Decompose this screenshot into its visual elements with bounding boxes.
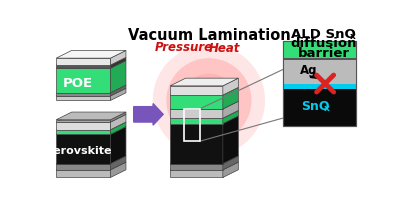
Polygon shape [170, 86, 223, 95]
Polygon shape [223, 111, 238, 124]
Text: Pressure: Pressure [155, 41, 213, 54]
Polygon shape [170, 162, 238, 170]
Text: Heat: Heat [209, 42, 240, 55]
Polygon shape [170, 124, 223, 164]
Polygon shape [170, 170, 223, 178]
Polygon shape [56, 162, 126, 170]
Polygon shape [56, 164, 110, 170]
Polygon shape [56, 60, 126, 68]
Ellipse shape [166, 58, 252, 143]
Bar [282, 41, 356, 126]
Polygon shape [110, 122, 126, 134]
Bar [282, 58, 356, 60]
Text: Ag: Ag [300, 64, 317, 77]
Polygon shape [110, 85, 126, 96]
Polygon shape [223, 116, 238, 164]
Bar [184, 109, 200, 141]
Polygon shape [170, 116, 238, 124]
Polygon shape [170, 111, 238, 118]
Polygon shape [56, 51, 126, 58]
Polygon shape [110, 127, 126, 164]
Polygon shape [110, 51, 126, 65]
Polygon shape [223, 88, 238, 109]
Bar [282, 60, 356, 84]
Bar [282, 41, 356, 126]
Bar [282, 89, 356, 126]
Polygon shape [110, 88, 126, 100]
Text: SnO: SnO [301, 100, 330, 113]
Polygon shape [56, 58, 110, 65]
Polygon shape [56, 114, 126, 122]
Bar [282, 41, 356, 58]
Polygon shape [56, 122, 110, 130]
Polygon shape [56, 85, 126, 93]
Polygon shape [170, 109, 223, 118]
Polygon shape [56, 156, 126, 164]
Polygon shape [56, 93, 110, 96]
Polygon shape [170, 101, 238, 109]
Text: diffusion: diffusion [290, 37, 357, 50]
Polygon shape [223, 162, 238, 178]
Polygon shape [110, 114, 126, 130]
Polygon shape [110, 57, 126, 68]
Polygon shape [56, 120, 110, 122]
Polygon shape [110, 112, 126, 122]
Polygon shape [170, 156, 238, 164]
Polygon shape [170, 88, 238, 95]
Text: Perovskite: Perovskite [45, 146, 111, 155]
Polygon shape [56, 57, 126, 65]
Text: Vacuum Lamination: Vacuum Lamination [128, 28, 290, 43]
Polygon shape [170, 164, 223, 170]
Polygon shape [110, 156, 126, 170]
Polygon shape [56, 96, 110, 100]
Polygon shape [56, 134, 110, 164]
Text: x: x [349, 32, 355, 41]
Polygon shape [223, 156, 238, 170]
Polygon shape [56, 68, 110, 93]
Polygon shape [56, 130, 110, 134]
Polygon shape [56, 65, 110, 68]
Text: POE: POE [63, 77, 93, 90]
Polygon shape [170, 95, 223, 109]
Polygon shape [110, 60, 126, 93]
Polygon shape [56, 112, 126, 120]
Ellipse shape [182, 74, 236, 127]
Polygon shape [223, 78, 238, 95]
Polygon shape [56, 88, 126, 96]
Polygon shape [223, 101, 238, 118]
Polygon shape [110, 162, 126, 178]
Text: x: x [324, 104, 330, 114]
Text: barrier: barrier [298, 47, 350, 60]
Polygon shape [170, 78, 238, 86]
FancyArrow shape [134, 104, 163, 125]
Polygon shape [56, 127, 126, 134]
Polygon shape [170, 118, 223, 124]
Ellipse shape [153, 45, 265, 156]
Text: ALD SnO: ALD SnO [291, 28, 356, 41]
Polygon shape [56, 170, 110, 178]
Bar [282, 84, 356, 89]
Polygon shape [56, 122, 126, 130]
